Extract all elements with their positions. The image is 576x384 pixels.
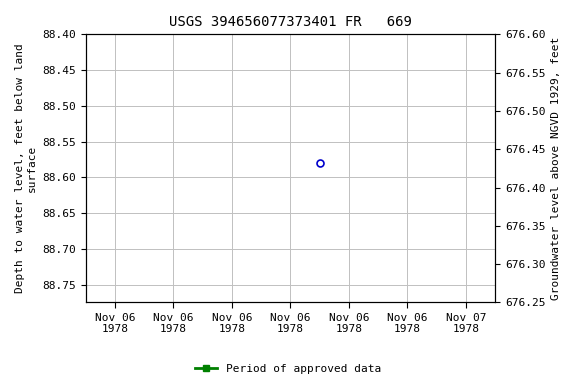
Y-axis label: Groundwater level above NGVD 1929, feet: Groundwater level above NGVD 1929, feet [551, 37, 561, 300]
Title: USGS 394656077373401 FR   669: USGS 394656077373401 FR 669 [169, 15, 412, 29]
Legend: Period of approved data: Period of approved data [191, 359, 385, 379]
Y-axis label: Depth to water level, feet below land
surface: Depth to water level, feet below land su… [15, 43, 37, 293]
